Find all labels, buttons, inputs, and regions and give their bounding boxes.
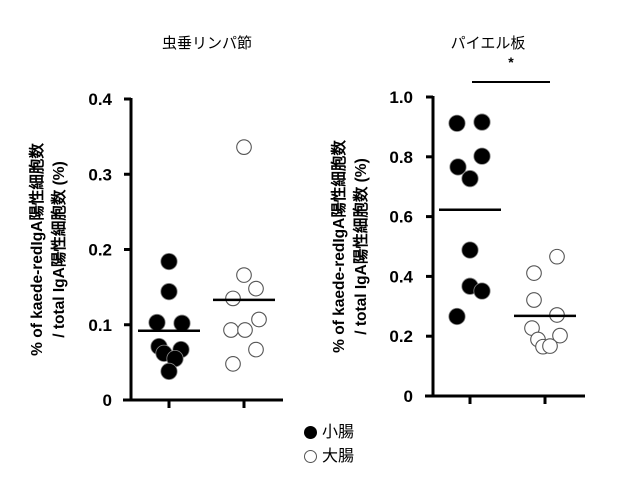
data-point-open: [549, 248, 565, 265]
data-point-filled: [160, 252, 178, 271]
data-point-open: [225, 356, 241, 372]
data-point-filled: [148, 313, 166, 332]
data-point-open: [236, 139, 252, 156]
data-point-filled: [461, 241, 479, 259]
y-axis-label: / total IgA陽性細胞数 (%): [49, 161, 68, 338]
data-point-filled: [160, 362, 178, 381]
data-point-open: [225, 290, 241, 307]
legend: 小腸 大腸: [304, 420, 354, 468]
data-point-open: [237, 322, 253, 338]
data-point-filled: [473, 147, 491, 165]
data-point-open: [251, 311, 267, 328]
y-axis-label: % of kaede-redIgA陽性細胞数: [27, 143, 46, 356]
data-point-filled: [449, 158, 467, 176]
data-point-open: [542, 338, 558, 354]
data-point-open: [248, 280, 264, 297]
filled-circle-icon: [304, 425, 317, 439]
y-tick-label: 0.3: [88, 165, 112, 184]
data-point-filled: [473, 113, 491, 131]
data-point-open: [223, 322, 239, 338]
legend-item-large-intestine: 大腸: [304, 444, 354, 468]
data-point-filled: [448, 307, 466, 326]
chart-2: パイエル板 % of kaede-redIgA陽性細胞数 / total IgA陽性…: [329, 34, 585, 406]
y-tick-label: 0.4: [88, 90, 112, 109]
data-point-open: [248, 341, 264, 358]
y-tick-label: 0: [404, 387, 413, 406]
data-point-open: [552, 327, 568, 344]
y-axis-label: / total IgA陽性細胞数 (%): [351, 158, 370, 335]
data-point-open: [526, 292, 542, 308]
data-point-filled: [173, 314, 191, 332]
chart-title: 虫垂リンパ節: [162, 34, 252, 52]
y-tick-label: 0.8: [389, 148, 413, 167]
legend-label: 大腸: [322, 446, 355, 465]
y-tick-label: 0.1: [88, 316, 112, 335]
y-tick-label: 0.2: [88, 241, 112, 260]
data-point-filled: [160, 283, 178, 301]
data-point-filled: [473, 282, 491, 300]
y-tick-label: 0.2: [389, 327, 413, 346]
y-tick-label: 0.6: [389, 208, 413, 227]
y-tick-label: 0.4: [389, 267, 413, 286]
legend-label: 小腸: [322, 422, 355, 441]
data-point-filled: [448, 114, 466, 132]
significance-star: *: [508, 54, 514, 70]
y-tick-label: 1.0: [389, 88, 413, 107]
y-axis-label: % of kaede-redIgA陽性細胞数: [329, 140, 348, 353]
open-circle-icon: [304, 449, 317, 463]
chart-title: パイエル板: [451, 34, 526, 52]
data-point-filled: [461, 170, 479, 188]
legend-item-small-intestine: 小腸: [304, 420, 354, 444]
chart-1: 虫垂リンパ節 % of kaede-redIgA陽性細胞数 / total IgA陽…: [27, 34, 283, 410]
data-point-open: [526, 265, 542, 281]
y-tick-label: 0: [103, 391, 112, 410]
data-point-open: [236, 267, 252, 283]
